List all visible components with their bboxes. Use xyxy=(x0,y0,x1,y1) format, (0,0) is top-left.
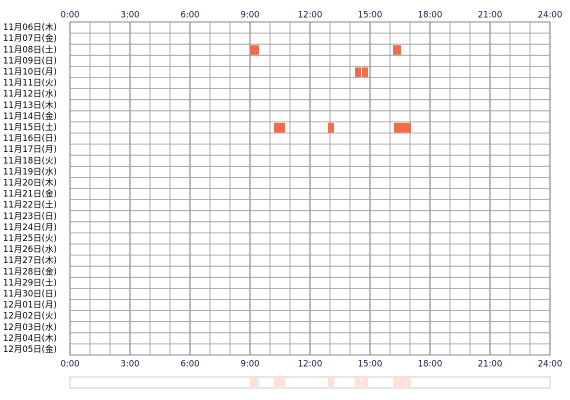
event-bar xyxy=(274,122,285,133)
row-label: 11月15日(土) xyxy=(3,122,57,133)
row-label: 11月09日(日) xyxy=(3,56,57,66)
row-label: 12月03日(水) xyxy=(3,322,57,333)
x-tick-label: 12:00 xyxy=(298,11,323,21)
row-label: 11月30日(日) xyxy=(3,289,57,299)
x-tick-label: 12:00 xyxy=(298,360,323,370)
event-bar xyxy=(394,122,411,133)
summary-bar xyxy=(274,378,285,388)
summary-bar xyxy=(355,378,361,388)
row-label: 11月23日(日) xyxy=(3,212,57,222)
row-label: 11月19日(水) xyxy=(3,166,57,177)
row-label: 11月08日(土) xyxy=(3,44,57,55)
row-label: 11月26日(水) xyxy=(3,244,57,255)
row-label: 12月04日(木) xyxy=(3,333,57,344)
x-tick-label: 0:00 xyxy=(60,360,79,370)
event-bar xyxy=(250,45,259,55)
row-label: 11月29日(土) xyxy=(3,277,57,288)
x-tick-label: 15:00 xyxy=(358,360,383,370)
x-tick-label: 24:00 xyxy=(538,11,563,21)
event-bar xyxy=(393,45,401,55)
x-tick-label: 9:00 xyxy=(240,360,259,370)
row-label: 12月05日(金) xyxy=(3,344,57,355)
row-label: 11月20日(木) xyxy=(3,177,57,188)
row-label: 11月10日(月) xyxy=(3,67,57,77)
event-bar xyxy=(328,122,334,133)
row-label: 11月06日(木) xyxy=(3,22,57,33)
x-tick-label: 0:00 xyxy=(60,11,79,21)
row-label: 11月22日(土) xyxy=(3,200,57,211)
x-tick-label: 3:00 xyxy=(120,11,139,21)
row-label: 11月18日(火) xyxy=(3,156,57,166)
x-tick-label: 24:00 xyxy=(538,360,563,370)
x-tick-label: 15:00 xyxy=(358,11,383,21)
row-label: 11月28日(金) xyxy=(3,266,57,277)
row-label: 11月11日(火) xyxy=(3,79,57,89)
row-label: 11月27日(木) xyxy=(3,255,57,266)
row-label: 11月16日(日) xyxy=(3,134,57,144)
summary-strip xyxy=(69,376,551,389)
event-bar xyxy=(362,67,368,77)
x-tick-label: 6:00 xyxy=(180,11,199,21)
row-label: 11月12日(水) xyxy=(3,89,57,100)
x-tick-label: 21:00 xyxy=(478,11,503,21)
row-label: 11月14日(金) xyxy=(3,111,57,122)
row-label: 11月21日(金) xyxy=(3,189,57,200)
x-tick-label: 9:00 xyxy=(240,11,259,21)
event-bar xyxy=(355,67,361,77)
x-tick-label: 3:00 xyxy=(120,360,139,370)
x-tick-label: 18:00 xyxy=(418,11,443,21)
x-tick-label: 21:00 xyxy=(478,360,503,370)
row-label: 11月25日(火) xyxy=(3,234,57,244)
summary-bar xyxy=(362,378,368,388)
x-tick-label: 6:00 xyxy=(180,360,199,370)
row-label: 11月17日(月) xyxy=(3,145,57,155)
row-label: 12月01日(月) xyxy=(3,301,57,311)
row-label: 11月07日(金) xyxy=(3,33,57,44)
summary-bar xyxy=(328,378,334,388)
row-label: 11月13日(木) xyxy=(3,100,57,111)
summary-bar xyxy=(394,378,411,388)
summary-bar xyxy=(250,378,259,388)
row-label: 12月02日(火) xyxy=(3,312,57,322)
row-label: 11月24日(月) xyxy=(3,223,57,233)
x-tick-label: 18:00 xyxy=(418,360,443,370)
